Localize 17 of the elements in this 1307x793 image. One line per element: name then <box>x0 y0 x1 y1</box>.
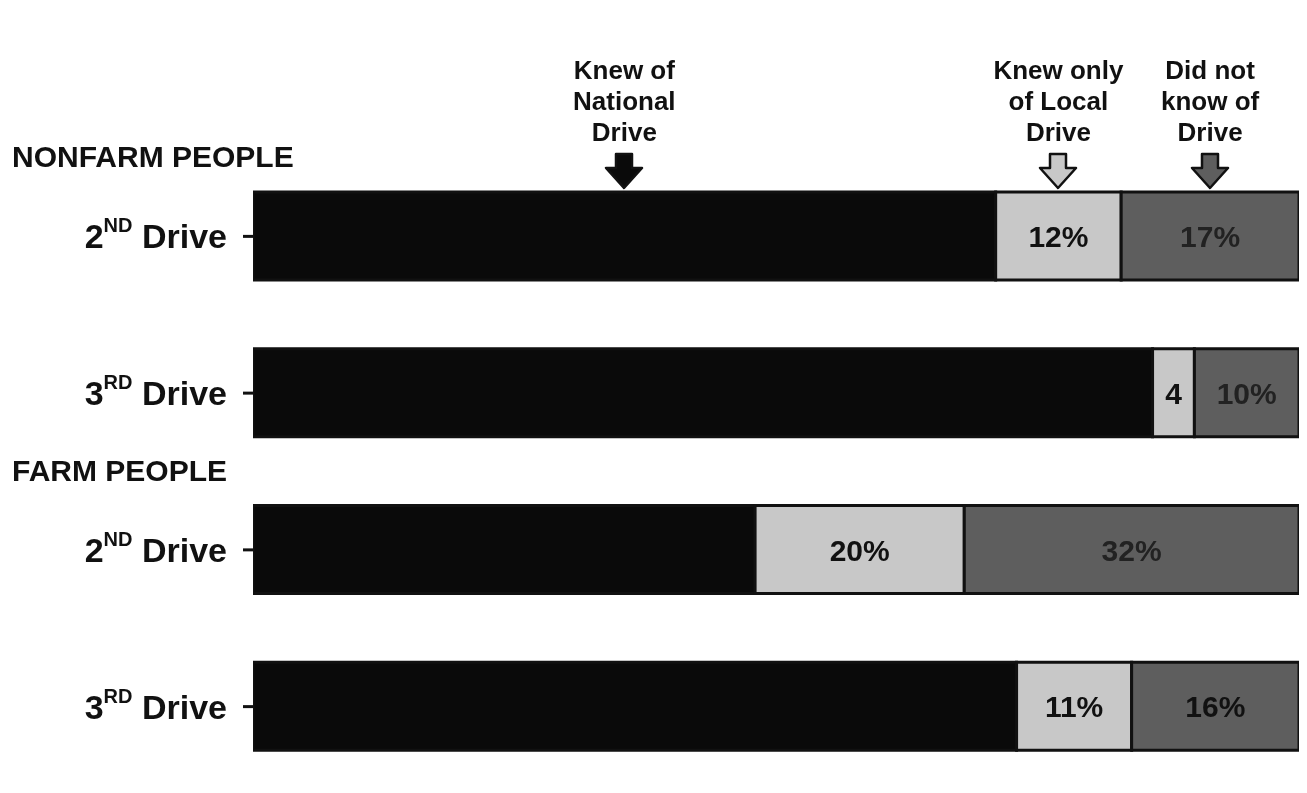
y-tick-label: 2$^{ND}$ Drive <box>84 214 227 256</box>
data-label: 11% <box>1044 690 1104 724</box>
data-label: 17% <box>1180 220 1241 253</box>
y-tick-label: 3$^{RD}$ Drive <box>84 371 227 413</box>
y-tick-label: 2$^{ND}$ Drive <box>84 527 227 569</box>
data-label: 12% <box>1028 220 1089 253</box>
series-label: Knew of National Drive <box>572 55 677 149</box>
annotation: NONFARM PEOPLE <box>12 140 294 175</box>
y-tick-label: 3$^{RD}$ Drive <box>84 684 227 726</box>
data-label: 4 <box>1165 376 1183 410</box>
text: FARM PEOPLE <box>12 453 228 488</box>
data-label: 32% <box>1101 533 1162 567</box>
data-label: 16% <box>1185 690 1246 724</box>
series-label: Did not know of Drive <box>1159 55 1261 149</box>
data-label: 20% <box>829 533 890 567</box>
data-label: 10% <box>1216 376 1277 410</box>
series-label: Knew only of Local Drive <box>992 55 1125 149</box>
